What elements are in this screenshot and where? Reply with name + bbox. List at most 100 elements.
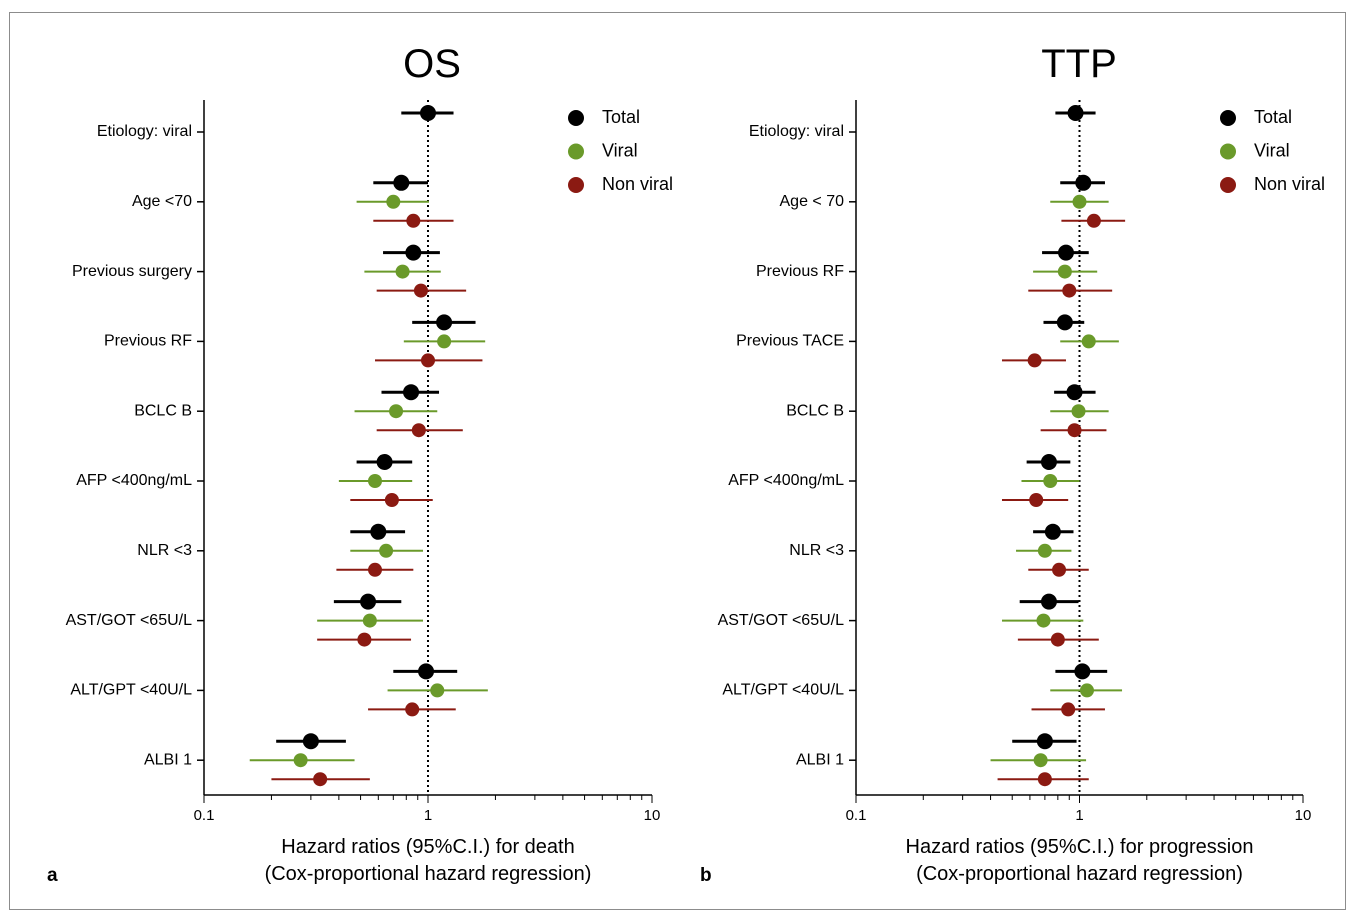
point-estimate: [1074, 663, 1091, 680]
point-estimate: [395, 264, 410, 279]
point-estimate: [1027, 353, 1042, 368]
point-estimate: [368, 562, 383, 577]
point-estimate: [1043, 474, 1058, 488]
y-category-label: AST/GOT <65U/L: [718, 612, 845, 629]
legend-label: Total: [1254, 107, 1292, 127]
point-estimate: [360, 593, 377, 610]
point-estimate: [1036, 613, 1051, 628]
y-category-label: BCLC B: [134, 402, 192, 419]
y-category-label: ALT/GPT <40U/L: [70, 682, 192, 699]
x-axis-label-line2: (Cox-proportional hazard regression): [916, 863, 1243, 885]
point-estimate: [368, 474, 383, 488]
point-estimate: [376, 454, 393, 470]
figure-frame: [9, 12, 1346, 910]
point-estimate: [1066, 384, 1083, 401]
point-estimate: [1067, 423, 1082, 438]
point-estimate: [1086, 213, 1101, 228]
point-estimate: [362, 613, 377, 628]
point-estimate: [302, 733, 319, 750]
y-category-label: AFP <400ng/mL: [728, 472, 844, 489]
y-category-label: Previous TACE: [736, 333, 844, 350]
y-category-label: Previous RF: [104, 333, 192, 350]
point-estimate: [384, 493, 399, 507]
point-estimate: [1040, 593, 1057, 610]
point-estimate: [437, 334, 452, 349]
point-estimate: [1061, 702, 1076, 717]
point-estimate: [1037, 772, 1052, 787]
legend-marker: [568, 110, 584, 126]
y-category-label: NLR <3: [789, 542, 844, 559]
point-estimate: [313, 772, 328, 787]
legend-marker: [1220, 143, 1236, 160]
x-axis-label-line1: Hazard ratios (95%C.I.) for progression: [906, 836, 1254, 858]
point-estimate: [393, 174, 410, 191]
x-tick-label: 10: [1295, 807, 1312, 824]
point-estimate: [411, 423, 426, 438]
y-category-label: Age <70: [132, 193, 192, 210]
y-category-label: BCLC B: [786, 402, 844, 419]
point-estimate: [1033, 753, 1048, 768]
point-estimate: [430, 683, 445, 698]
point-estimate: [1075, 174, 1092, 191]
legend-marker: [1220, 177, 1236, 193]
y-category-label: Previous surgery: [72, 263, 192, 280]
point-estimate: [421, 353, 435, 368]
point-estimate: [1037, 543, 1052, 558]
point-estimate: [1044, 523, 1061, 540]
x-tick-label: 1: [424, 807, 432, 824]
x-tick-label: 10: [644, 807, 661, 824]
point-estimate: [1050, 632, 1065, 647]
y-category-label: Previous RF: [756, 263, 844, 280]
panel-ttp: TTP b Hazard ratios (95%C.I.) for progre…: [700, 42, 1325, 886]
panel-letter: b: [700, 865, 712, 886]
y-category-label: ALBI 1: [796, 751, 844, 768]
y-category-label: NLR <3: [137, 542, 192, 559]
y-category-label: ALT/GPT <40U/L: [722, 682, 844, 699]
point-estimate: [405, 702, 420, 717]
point-estimate: [293, 753, 308, 768]
point-estimate: [413, 283, 428, 298]
legend-marker: [568, 177, 584, 193]
point-estimate: [357, 632, 372, 647]
panel-os: OS a Hazard ratios (95%C.I.) for death (…: [47, 42, 673, 886]
point-estimate: [1036, 733, 1053, 750]
y-category-label: ALBI 1: [144, 751, 192, 768]
point-estimate: [379, 543, 394, 558]
point-estimate: [418, 663, 435, 680]
point-estimate: [1052, 562, 1067, 577]
point-estimate: [1057, 264, 1072, 279]
x-axis-label-line2: (Cox-proportional hazard regression): [265, 863, 592, 885]
x-tick-label: 0.1: [846, 807, 867, 824]
panel-title: TTP: [1041, 42, 1117, 86]
point-estimate: [370, 523, 387, 540]
plot-marks: 0.1 1 10 Etiology: viral Age < 70 Previous RF…: [718, 100, 1325, 824]
point-estimate: [1071, 404, 1086, 419]
legend-label: Non viral: [1254, 174, 1325, 194]
point-estimate: [1062, 283, 1077, 298]
panel-title: OS: [403, 42, 461, 86]
point-estimate: [1029, 493, 1044, 507]
y-category-label: AST/GOT <65U/L: [66, 612, 193, 629]
legend-label: Viral: [602, 140, 638, 160]
point-estimate: [389, 404, 404, 419]
y-category-label: Age < 70: [780, 193, 845, 210]
legend-label: Total: [602, 107, 640, 127]
x-tick-label: 1: [1075, 807, 1083, 824]
point-estimate: [406, 213, 421, 228]
y-category-label: AFP <400ng/mL: [76, 472, 192, 489]
plot-marks: 0.1 1 10 Etiology: viral Age <70 Previous sur…: [66, 100, 673, 824]
x-axis-label-line1: Hazard ratios (95%C.I.) for death: [281, 836, 574, 858]
point-estimate: [386, 194, 401, 209]
point-estimate: [1081, 334, 1096, 349]
point-estimate: [436, 314, 453, 331]
legend-label: Non viral: [602, 174, 673, 194]
x-tick-label: 0.1: [194, 807, 215, 824]
legend-label: Viral: [1254, 140, 1290, 160]
y-category-label: Etiology: viral: [97, 123, 192, 140]
point-estimate: [1067, 105, 1084, 121]
y-category-label: Etiology: viral: [749, 123, 844, 140]
point-estimate: [1056, 314, 1073, 331]
legend-marker: [1220, 110, 1236, 126]
legend-marker: [568, 143, 584, 160]
